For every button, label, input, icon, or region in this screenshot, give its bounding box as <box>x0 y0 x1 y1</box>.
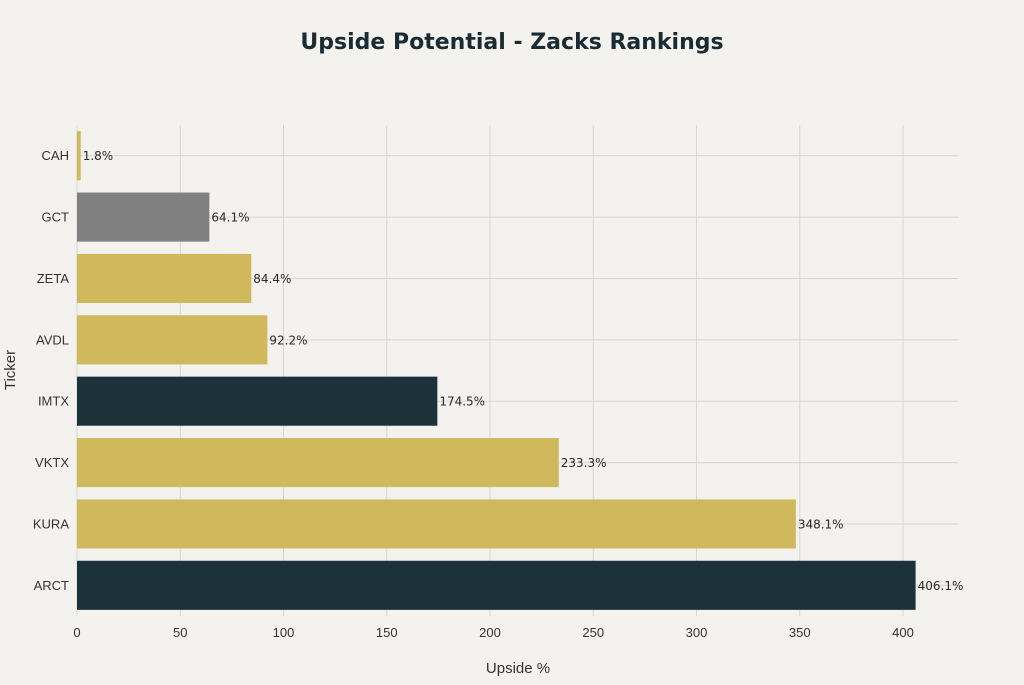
y-tick-label: IMTX <box>38 394 69 409</box>
x-tick-label: 200 <box>479 625 501 640</box>
y-tick-label: AVDL <box>36 332 69 347</box>
data-label: 406.1% <box>918 579 964 593</box>
bar-vktx <box>77 438 559 488</box>
data-label: 233.3% <box>561 456 607 470</box>
x-tick-label: 150 <box>376 625 398 640</box>
x-tick-label: 400 <box>892 625 914 640</box>
data-label: 92.2% <box>269 333 307 347</box>
data-label: 64.1% <box>211 211 249 225</box>
x-tick-label: 100 <box>273 625 295 640</box>
y-axis-label: Ticker <box>2 350 19 390</box>
bar-kura <box>77 499 796 549</box>
bar-cah <box>77 131 81 181</box>
data-label: 84.4% <box>253 272 291 286</box>
x-tick-label: 300 <box>686 625 708 640</box>
y-tick-label: CAH <box>42 148 69 163</box>
tick-labels: 0 50 100 150 200 250 300 350 400 CAH GCT ZETA AVDL IM… <box>33 148 914 640</box>
x-tick-label: 50 <box>173 625 187 640</box>
data-label: 1.8% <box>83 149 114 163</box>
data-label: 348.1% <box>798 517 844 531</box>
x-axis-label: Upside % <box>486 660 550 677</box>
bars <box>77 131 916 610</box>
data-label: 174.5% <box>439 395 485 409</box>
y-tick-label: KURA <box>33 516 69 531</box>
x-tick-label: 0 <box>73 625 80 640</box>
y-tick-label: GCT <box>42 210 70 225</box>
x-tick-label: 250 <box>582 625 604 640</box>
bar-zeta <box>77 253 252 303</box>
bar-arct <box>77 560 916 610</box>
data-labels: 1.8% 64.1% 84.4% 92.2% 174.5% 233.3% 348.1% 406… <box>83 149 964 593</box>
chart-title: Upside Potential - Zacks Rankings <box>300 30 723 55</box>
y-tick-label: ZETA <box>37 271 70 286</box>
y-tick-label: ARCT <box>34 578 69 593</box>
x-tick-label: 350 <box>789 625 811 640</box>
bar-avdl <box>77 315 268 365</box>
y-tick-label: VKTX <box>35 455 69 470</box>
bar-gct <box>77 192 210 242</box>
bar-imtx <box>77 376 438 426</box>
